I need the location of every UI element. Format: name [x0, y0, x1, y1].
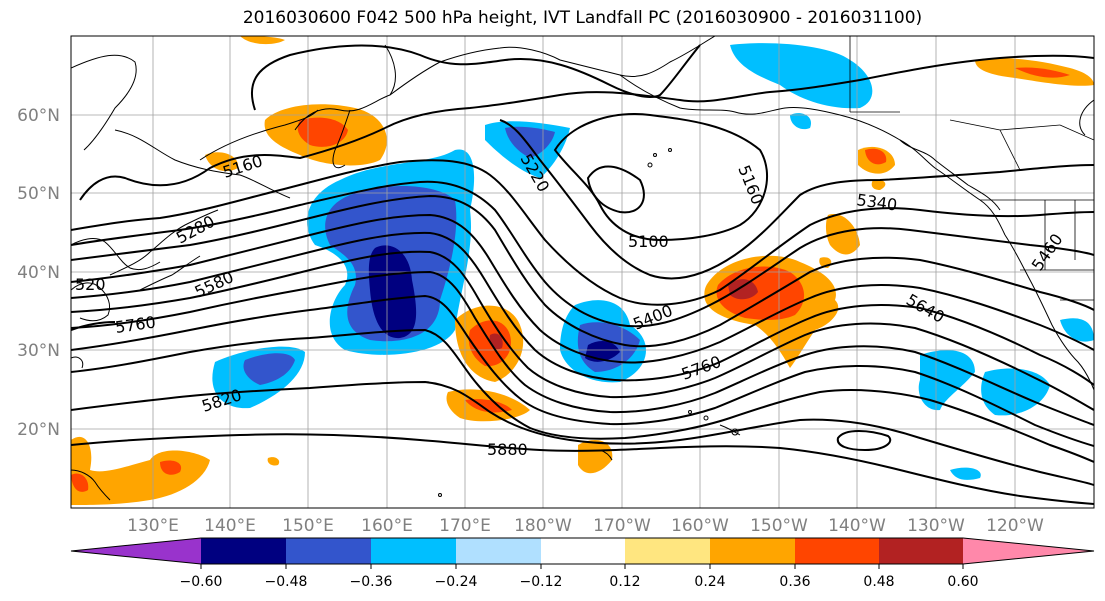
lon-label-180w: 180°W: [514, 516, 572, 536]
lat-label-50n: 50°N: [17, 184, 60, 204]
colorbar-segment-2: [286, 538, 371, 564]
lat-axis: 60°N 50°N 40°N 30°N 20°N: [17, 106, 60, 440]
colorbar-segment-10: [963, 538, 1094, 564]
height-contours: [71, 44, 1094, 505]
colorbar: −0.60 −0.48 −0.36 −0.24 −0.12 0.12 0.24 …: [70, 537, 1095, 590]
colorbar-segment-8: [795, 538, 879, 564]
lon-label-170w: 170°W: [593, 516, 651, 536]
colorbar-tick-label: 0.60: [947, 574, 978, 590]
colorbar-segment-7: [710, 538, 795, 564]
lon-label-130e: 130°E: [127, 516, 179, 536]
colorbar-tick-label: 0.12: [609, 574, 640, 590]
colorbar-tick-label: −0.48: [265, 574, 308, 590]
borders: [849, 36, 1094, 301]
colorbar-tick-label: 0.48: [863, 574, 894, 590]
contour-label-5880: 5880: [487, 440, 528, 459]
lon-label-160e: 160°E: [361, 516, 413, 536]
contour-label-5100: 5100: [628, 232, 669, 251]
contour-label-520-edge: 520: [75, 275, 106, 294]
colorbar-segment-4: [456, 538, 541, 564]
map-frame: [70, 35, 1095, 509]
colorbar-tick-label: −0.24: [435, 574, 478, 590]
colorbar-tick-label: −0.36: [350, 574, 393, 590]
lon-label-120w: 120°W: [986, 516, 1044, 536]
lat-label-30n: 30°N: [17, 341, 60, 361]
colorbar-tick-label: 0.36: [779, 574, 810, 590]
lon-label-140w: 140°W: [828, 516, 886, 536]
map-title: 2016030600 F042 500 hPa height, IVT Land…: [242, 8, 923, 28]
lat-label-60n: 60°N: [17, 106, 60, 126]
colorbar-tick-label: 0.24: [694, 574, 725, 590]
colorbar-segment-3: [371, 538, 456, 564]
colorbar-segment-1: [201, 538, 286, 564]
lon-axis: 130°E 140°E 150°E 160°E 170°E 180°W 170°…: [127, 516, 1044, 536]
colorbar-segment-9: [879, 538, 963, 564]
map-panel: 5160 5220 5160 5280 5340 5100 5460 5580 …: [71, 36, 1094, 508]
lat-label-20n: 20°N: [17, 420, 60, 440]
lon-label-140e: 140°E: [204, 516, 256, 536]
colorbar-segment-0: [71, 538, 201, 564]
colorbar-tick-label: −0.12: [520, 574, 563, 590]
colorbar-segment-6: [625, 538, 710, 564]
lon-label-150w: 150°W: [750, 516, 808, 536]
lon-label-150e: 150°E: [282, 516, 334, 536]
coastlines: [71, 36, 1094, 501]
lon-label-160w: 160°W: [671, 516, 729, 536]
graticule: [71, 36, 1094, 508]
lat-label-40n: 40°N: [17, 263, 60, 283]
lon-label-170e: 170°E: [439, 516, 491, 536]
lon-label-130w: 130°W: [907, 516, 965, 536]
colorbar-segment-5: [541, 538, 625, 564]
colorbar-tick-label: −0.60: [180, 574, 223, 590]
